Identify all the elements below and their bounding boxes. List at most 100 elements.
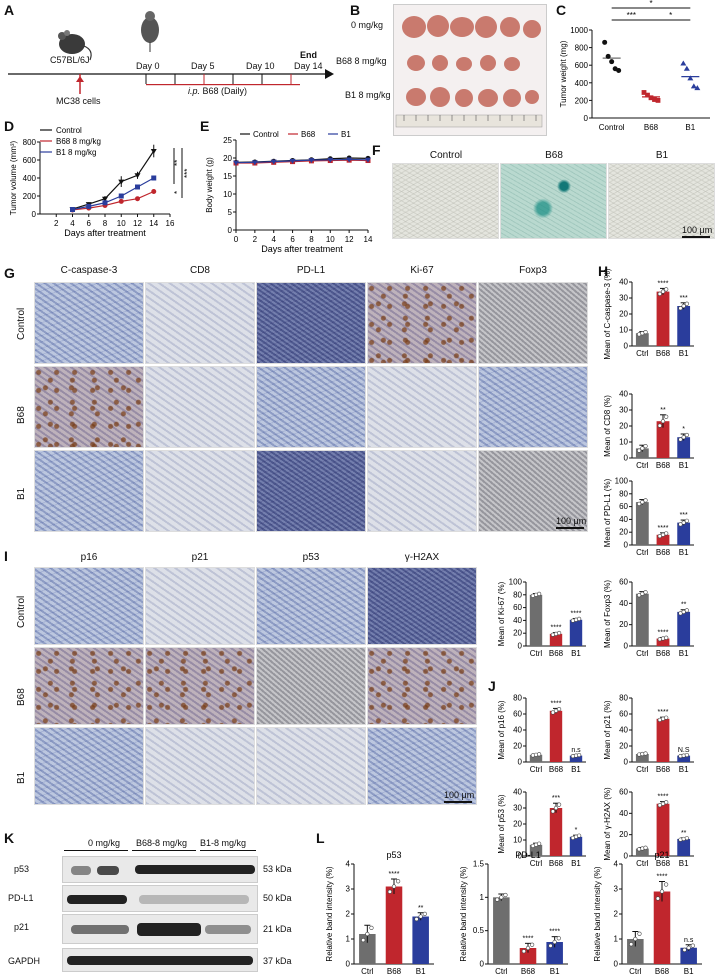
significance-label: * bbox=[669, 11, 672, 20]
data-point bbox=[387, 889, 392, 894]
data-point bbox=[70, 207, 75, 212]
scale-bar bbox=[556, 527, 584, 529]
ihc2-image bbox=[256, 567, 366, 645]
sa-image-b1 bbox=[608, 163, 715, 239]
y-tick-label: 400 bbox=[23, 174, 37, 183]
data-point bbox=[682, 947, 687, 952]
significance-label: **** bbox=[657, 874, 668, 881]
data-point bbox=[643, 845, 648, 850]
p53-chart: 0 10 20 30 40 Mean of p53 (%) Ctrl *** B68 * B1 bbox=[497, 788, 586, 868]
series-line bbox=[235, 158, 369, 164]
p21-band-chart: 0 1 2 3 4 Relative band intensity (%) p21 Ctrl *… bbox=[593, 850, 702, 976]
y-tick-label: 0 bbox=[480, 960, 485, 969]
x-tick-label: 0 bbox=[234, 235, 239, 244]
data-point bbox=[643, 444, 648, 449]
y-tick-label: 100 bbox=[509, 578, 523, 587]
ihc2-image bbox=[367, 727, 477, 805]
ihc-image bbox=[256, 450, 366, 532]
data-point bbox=[645, 92, 650, 98]
y-tick-label: 40 bbox=[619, 278, 628, 287]
y-tick-label: 3 bbox=[346, 885, 351, 894]
data-point bbox=[550, 809, 556, 814]
data-point bbox=[550, 710, 556, 715]
y-tick-label: 1 bbox=[346, 935, 351, 944]
panel-k-label: K bbox=[4, 830, 15, 846]
cd8-chart: 0 10 20 30 40 Mean of CD8 (%) Ctrl ** B68 * B1 bbox=[603, 390, 694, 470]
data-point bbox=[687, 75, 694, 81]
bar bbox=[412, 916, 429, 964]
data-point bbox=[684, 836, 689, 841]
y-tick-label: 0 bbox=[228, 226, 233, 235]
data-point bbox=[134, 173, 141, 179]
ihc-image bbox=[256, 282, 366, 364]
y-tick-label: 20 bbox=[619, 742, 628, 751]
body-weight-chart: 0 5 10 15 20 25 0 2 4 6 8 10 12 14 Days after treatmen… bbox=[205, 130, 373, 254]
data-point bbox=[602, 39, 608, 45]
data-point bbox=[681, 435, 686, 440]
y-tick-label: 40 bbox=[513, 726, 522, 735]
ihc-col-label: Foxp3 bbox=[519, 265, 547, 276]
x-tick-label: B1 bbox=[679, 548, 689, 557]
x-tick-label: 2 bbox=[253, 235, 258, 244]
significance-label: **** bbox=[549, 929, 560, 936]
legend-label: B1 bbox=[341, 130, 351, 139]
x-axis-label: Days after treatment bbox=[64, 228, 146, 238]
data-point bbox=[660, 289, 666, 294]
y-tick-label: 5 bbox=[228, 208, 233, 217]
x-tick-label: Control bbox=[599, 123, 625, 132]
data-point bbox=[643, 329, 648, 335]
x-tick-label: 14 bbox=[149, 219, 158, 228]
x-tick-label: 14 bbox=[364, 235, 373, 244]
wb-protein-label: PD-L1 bbox=[8, 893, 34, 903]
significance-label: ** bbox=[418, 905, 424, 912]
x-tick-label: B68 bbox=[521, 967, 536, 976]
wb-group-label: B1-8 mg/kg bbox=[200, 838, 247, 848]
bar bbox=[635, 593, 649, 646]
y-tick-label: 60 bbox=[619, 578, 628, 587]
y-axis-label: Relative band intensity (%) bbox=[459, 866, 468, 961]
x-tick-label: 4 bbox=[70, 219, 75, 228]
mouse-icon bbox=[141, 11, 159, 52]
significance-label: ** bbox=[681, 602, 687, 609]
data-point bbox=[365, 931, 370, 937]
y-tick-label: 4 bbox=[346, 860, 351, 869]
ihc-image bbox=[367, 282, 477, 364]
data-point bbox=[553, 708, 559, 713]
ihc-image bbox=[34, 282, 144, 364]
bar bbox=[549, 808, 563, 856]
y-axis-label: Mean of p21 (%) bbox=[603, 700, 612, 759]
ihc-image bbox=[367, 450, 477, 532]
data-point bbox=[637, 448, 642, 453]
y-tick-label: 40 bbox=[513, 788, 522, 797]
y-tick-label: 40 bbox=[513, 616, 522, 625]
data-point bbox=[681, 303, 686, 309]
cells-label: MC38 cells bbox=[56, 96, 101, 106]
data-point bbox=[659, 889, 665, 894]
data-point bbox=[690, 943, 695, 948]
bar bbox=[549, 710, 563, 762]
data-point bbox=[684, 432, 689, 438]
data-point bbox=[690, 83, 697, 89]
data-point bbox=[556, 802, 562, 807]
x-tick-label: Ctrl bbox=[530, 765, 543, 774]
data-point bbox=[556, 707, 562, 712]
y-tick-label: 600 bbox=[23, 156, 37, 165]
y-tick-label: 20 bbox=[513, 742, 522, 751]
ihc2-col-label: p16 bbox=[80, 552, 98, 563]
data-point bbox=[694, 85, 701, 91]
significance-label: *** bbox=[627, 11, 636, 20]
foxp3-chart: 0 20 40 60 Mean of Foxp3 (%) Ctrl **** B68 ** B1 bbox=[603, 578, 694, 658]
wb-protein-label: p53 bbox=[14, 864, 30, 874]
x-tick-label: B68 bbox=[655, 967, 670, 976]
data-point bbox=[327, 157, 334, 163]
y-axis-label: Tumor volume (mm³) bbox=[9, 140, 18, 215]
panel-h-label: H bbox=[598, 263, 609, 279]
bar bbox=[677, 437, 691, 458]
data-point bbox=[135, 184, 140, 190]
x-tick-label: B1 bbox=[679, 349, 689, 358]
y-tick-label: 0 bbox=[624, 642, 629, 651]
bar bbox=[493, 897, 510, 964]
significance-label: *** bbox=[680, 512, 688, 519]
